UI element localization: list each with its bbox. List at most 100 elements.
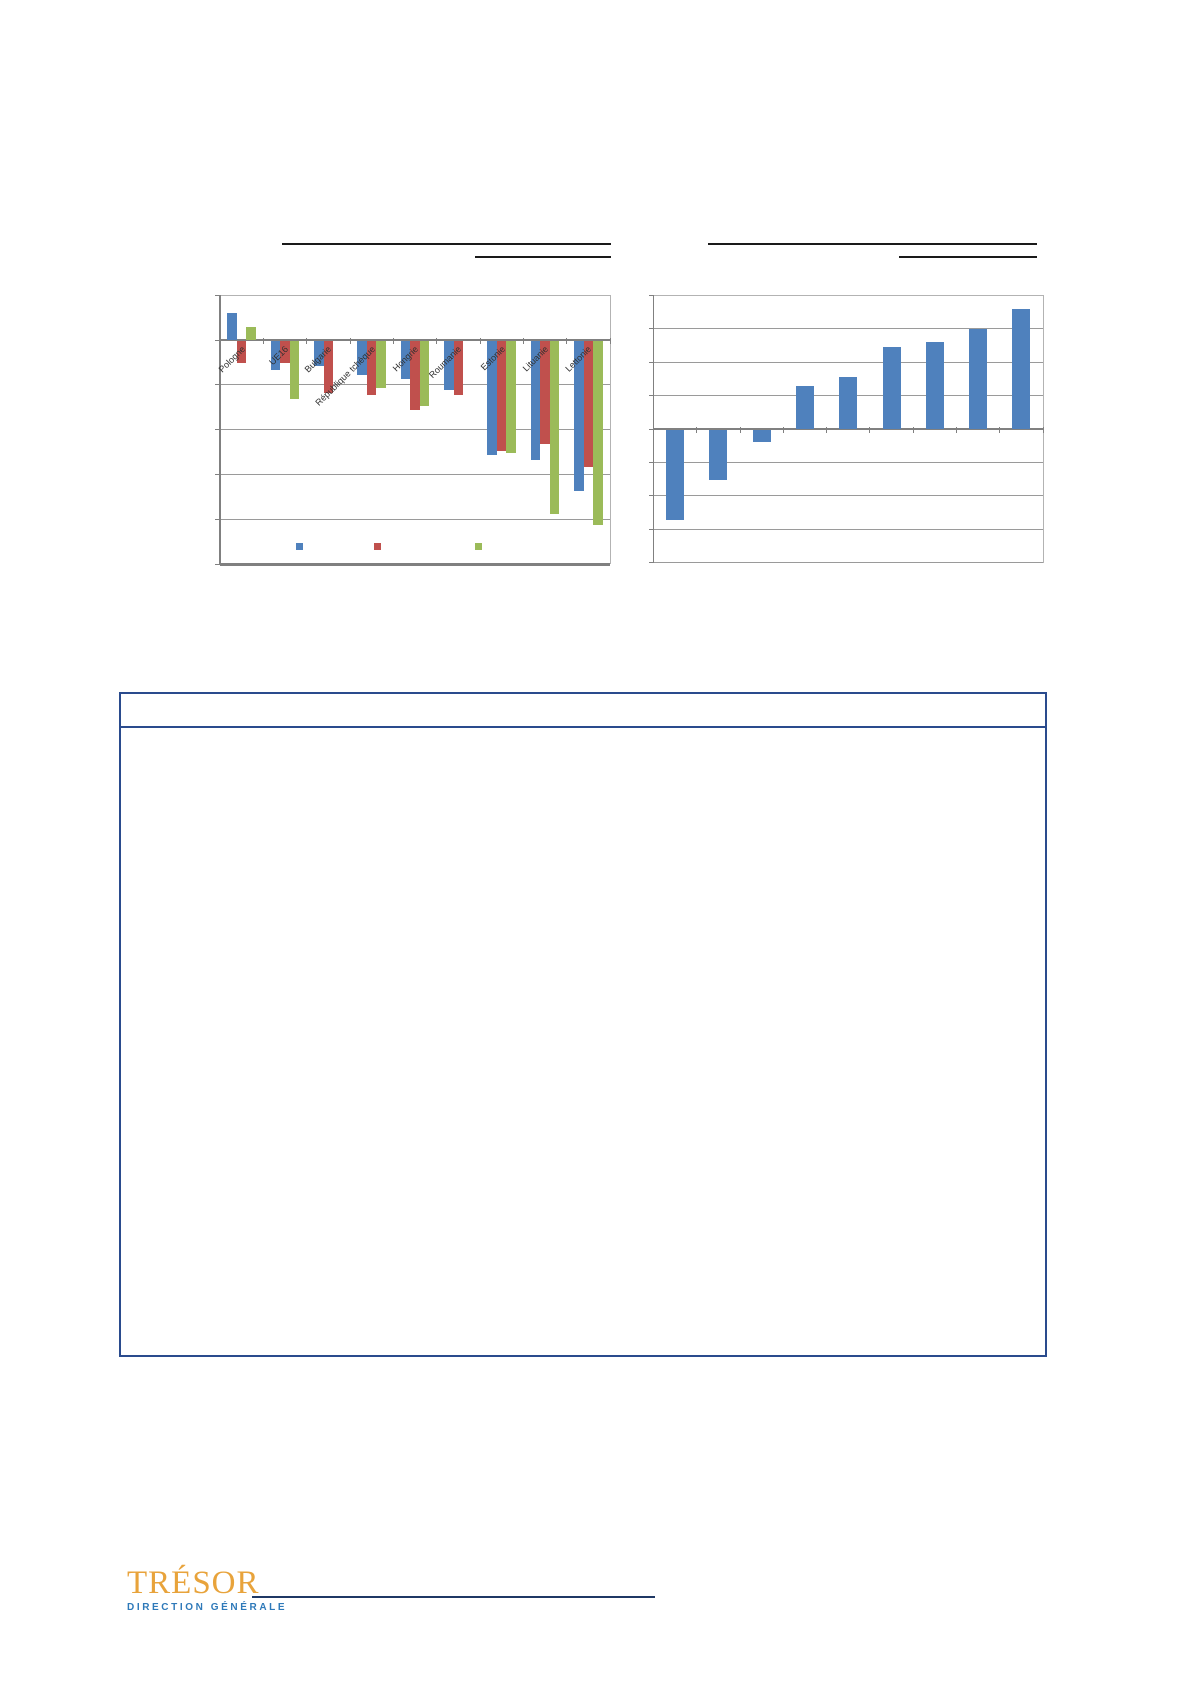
bar-série-rouge bbox=[540, 341, 550, 445]
bar-série-bleue bbox=[795, 385, 814, 429]
bar-série-bleue bbox=[709, 430, 728, 481]
bar-série-bleue bbox=[400, 341, 411, 380]
y-axis-tick bbox=[215, 384, 220, 386]
bar-série-bleue bbox=[925, 342, 944, 429]
category-axis-tick bbox=[1042, 426, 1044, 433]
bar-série-bleue bbox=[357, 341, 367, 375]
plot-right-frame bbox=[609, 295, 611, 565]
category-axis-tick bbox=[479, 337, 481, 344]
logo-subtitle: DIRECTION GÉNÉRALE bbox=[127, 1602, 288, 1613]
category-axis-tick bbox=[912, 426, 914, 433]
bar-série-verte bbox=[506, 341, 516, 454]
category-axis-tick bbox=[782, 426, 784, 433]
bar-série-bleue bbox=[839, 377, 858, 429]
bar-série-rouge bbox=[453, 341, 464, 395]
bar-série-bleue bbox=[530, 341, 541, 460]
bar-série-bleue bbox=[666, 430, 685, 521]
y-axis-tick bbox=[648, 294, 654, 296]
category-axis-tick bbox=[955, 426, 957, 433]
footer-navy-rule bbox=[252, 1596, 655, 1598]
bar-série-bleue bbox=[969, 328, 988, 429]
y-axis-tick bbox=[648, 428, 654, 430]
legend-marker-série-verte bbox=[475, 543, 482, 550]
y-axis-tick bbox=[215, 429, 220, 431]
bar-série-verte bbox=[593, 341, 603, 525]
gridline bbox=[220, 339, 610, 341]
boxed-section bbox=[119, 692, 1047, 1357]
boxed-section-header-divider bbox=[121, 726, 1045, 728]
chart-right-title-underline-1 bbox=[708, 243, 1037, 245]
y-axis-tick bbox=[215, 473, 220, 475]
gridline bbox=[220, 429, 610, 431]
gridline bbox=[653, 562, 1043, 564]
chart-left-title-underline-1 bbox=[282, 243, 611, 245]
gridline bbox=[220, 562, 610, 566]
chart-left-title-underline-2 bbox=[475, 256, 611, 258]
chart-right-title-underline-2 bbox=[899, 256, 1037, 258]
category-axis-tick bbox=[219, 337, 221, 344]
bar-série-bleue bbox=[882, 347, 901, 429]
bar-série-bleue bbox=[1012, 308, 1031, 429]
bar-série-verte bbox=[246, 326, 256, 340]
bar-série-bleue bbox=[487, 341, 497, 456]
bar-série-bleue bbox=[314, 341, 324, 366]
gridline bbox=[653, 428, 1043, 430]
y-axis-tick bbox=[215, 294, 220, 296]
y-axis-tick bbox=[215, 518, 220, 520]
bar-série-bleue bbox=[752, 430, 771, 442]
gridline bbox=[653, 361, 1043, 363]
y-axis-tick bbox=[648, 461, 654, 463]
category-axis-tick bbox=[522, 337, 524, 344]
category-axis-tick bbox=[696, 426, 698, 433]
bar-série-rouge bbox=[496, 341, 507, 451]
y-axis-tick bbox=[215, 563, 220, 565]
bar-série-verte bbox=[376, 341, 386, 389]
y-axis bbox=[219, 295, 221, 565]
gridline bbox=[653, 495, 1043, 497]
bar-série-bleue bbox=[444, 341, 454, 391]
category-axis-tick bbox=[436, 337, 438, 344]
bar-série-bleue bbox=[227, 313, 237, 340]
category-axis-tick bbox=[609, 337, 611, 344]
y-axis-tick bbox=[215, 339, 220, 341]
category-axis-tick bbox=[566, 337, 568, 344]
bar-série-rouge bbox=[366, 341, 377, 395]
y-axis-tick bbox=[648, 328, 654, 330]
y-axis-tick bbox=[648, 495, 654, 497]
category-axis-tick bbox=[826, 426, 828, 433]
gridline bbox=[220, 294, 610, 296]
y-axis-tick bbox=[648, 395, 654, 397]
category-axis-tick bbox=[653, 426, 654, 433]
bar-série-rouge bbox=[583, 341, 594, 467]
legend-marker-série-rouge bbox=[374, 543, 381, 550]
category-axis-tick bbox=[999, 426, 1001, 433]
gridline bbox=[653, 461, 1043, 463]
bar-série-bleue bbox=[270, 341, 281, 371]
bar-série-rouge bbox=[323, 341, 334, 393]
gridline bbox=[220, 518, 610, 520]
category-axis-tick bbox=[392, 337, 394, 344]
bar-série-bleue bbox=[574, 341, 584, 492]
tresor-logo: TRÉSOR DIRECTION GÉNÉRALE bbox=[127, 1565, 288, 1614]
category-axis-tick bbox=[262, 337, 264, 344]
gridline bbox=[220, 473, 610, 475]
y-axis-tick bbox=[648, 528, 654, 530]
gridline bbox=[653, 528, 1043, 530]
category-axis-tick bbox=[739, 426, 741, 433]
y-axis-tick bbox=[648, 562, 654, 564]
bar-série-verte bbox=[549, 341, 560, 514]
bar-série-rouge bbox=[280, 341, 290, 364]
category-axis-tick bbox=[869, 426, 871, 433]
category-axis-tick bbox=[349, 337, 351, 344]
legend-marker-série-bleue bbox=[296, 543, 303, 550]
gridline bbox=[653, 328, 1043, 330]
bar-série-verte bbox=[289, 341, 300, 400]
bar-série-verte bbox=[419, 341, 430, 406]
bar-série-rouge bbox=[410, 341, 420, 411]
gridline bbox=[653, 294, 1043, 296]
category-axis-tick bbox=[306, 337, 308, 344]
logo-title: TRÉSOR bbox=[127, 1565, 260, 1601]
